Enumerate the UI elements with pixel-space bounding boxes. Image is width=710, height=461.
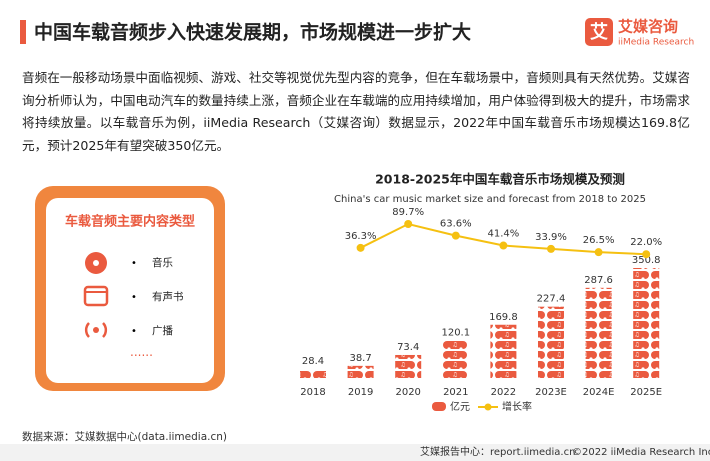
bar [538,306,564,378]
panel-item: 有声书 [152,290,184,303]
bar-label: 38.7 [349,353,371,364]
bar-label: 73.4 [397,342,419,353]
footer-bar [0,444,710,461]
panel-bullet: • [131,258,137,269]
panel-item: 音乐 [152,256,173,269]
x-tick-label: 2024E [583,387,615,398]
legend-label: 亿元 [450,400,470,413]
x-tick-label: 2019 [348,387,373,398]
footer-site: 艾媒报告中心：report.iimedia.cn [420,445,575,458]
logo-box [585,18,613,46]
panel-dots: ······ [130,349,153,363]
bar [395,354,422,378]
bar-label: 28.4 [302,356,324,367]
growth-point [594,248,603,257]
growth-point [547,244,555,253]
bar [442,340,469,378]
chart-title: 2018-2025年中国车载音乐市场规模及预测 [375,172,625,187]
legend-dot [484,403,492,411]
bar-label: 120.1 [441,327,470,338]
bar-label: 287.6 [584,275,613,286]
growth-label: 41.4% [488,229,520,240]
bar-label: 227.4 [537,294,566,305]
growth-label: 63.6% [440,219,472,230]
book-icon [83,285,109,307]
growth-point [451,231,460,240]
page-title: 中国车载音频步入快速发展期，市场规模进一步扩大 [34,21,471,44]
title-accent [20,20,26,44]
bar [347,365,374,378]
growth-label: 26.5% [583,235,615,246]
x-tick-label: 2022 [491,387,516,398]
music-icon-hole [93,260,99,266]
footer-copyright: ©2022 iiMedia Research Inc [572,447,710,458]
x-tick-label: 2020 [395,387,420,398]
growth-point [356,243,365,252]
x-tick-label: 2021 [443,387,468,398]
x-tick-label: 2023E [535,387,567,398]
growth-label: 36.3% [345,231,377,242]
bar-label: 350.8 [632,255,661,266]
radio-icon [93,327,99,333]
x-tick-label: 2025E [630,387,662,398]
panel-title: 车载音频主要内容类型 [65,214,195,230]
legend-swatch [432,402,446,411]
growth-point [642,250,651,259]
panel-bullet: • [131,326,137,337]
panel-item: 广播 [152,324,173,337]
logo-name: 艾媒咨询 [618,18,678,36]
bar [585,287,612,378]
logo-char: 艾 [590,21,608,43]
radio-waves [84,322,108,338]
growth-label: 22.0% [630,237,662,248]
bar [490,324,517,378]
growth-label: 33.9% [535,232,567,243]
logo-en: iiMedia Research [618,38,694,48]
x-tick-label: 2018 [300,387,325,398]
growth-label: 89.7% [392,207,424,218]
source: 数据来源：艾媒数据中心(data.iimedia.cn) [22,430,227,443]
panel-bullet: • [131,292,137,303]
paragraph: 音频在一般移动场景中面临视频、游戏、社交等视觉优先型内容的竞争，但在车载场景中，… [22,70,690,153]
growth-point [499,241,508,250]
growth-point [404,220,413,228]
chart-subtitle: China's car music market size and foreca… [334,194,646,205]
bar [633,268,660,378]
bar [300,369,326,378]
legend-label: 增长率 [502,400,532,413]
bar-label: 169.8 [489,312,518,323]
